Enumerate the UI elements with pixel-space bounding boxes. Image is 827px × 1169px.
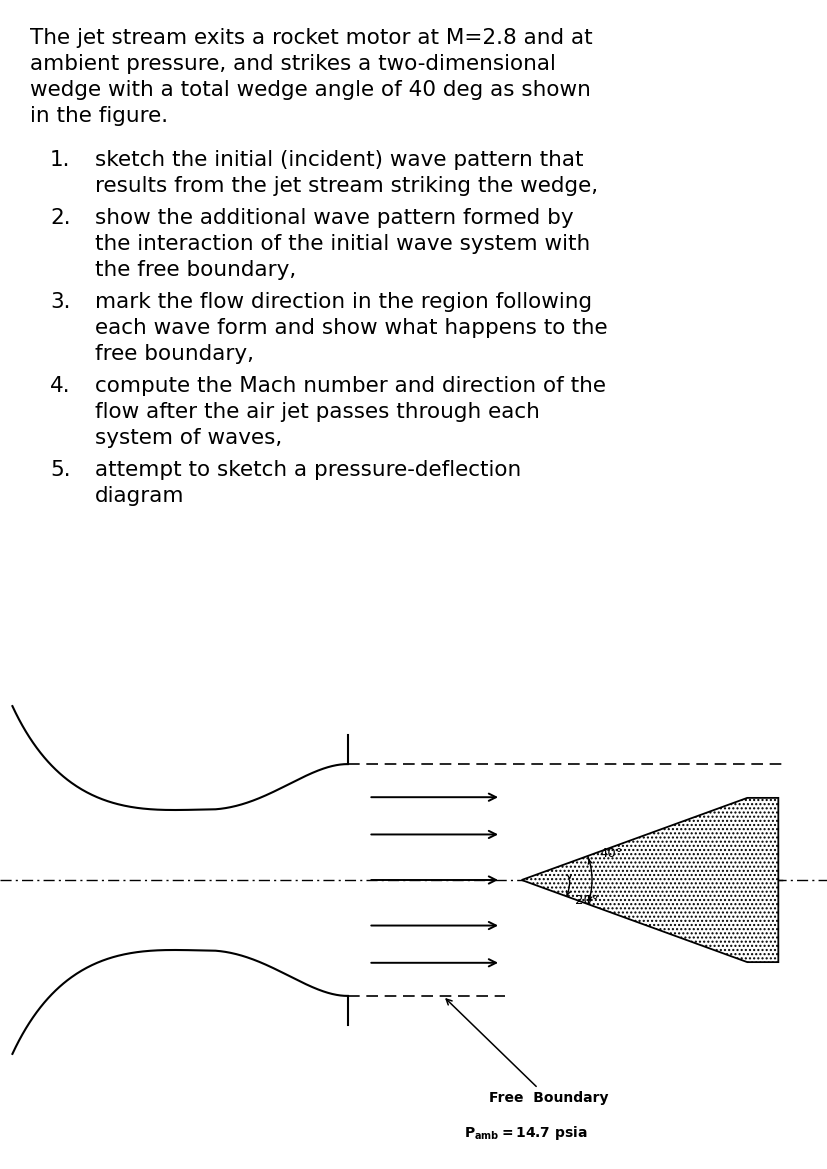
Text: the interaction of the initial wave system with: the interaction of the initial wave syst… — [95, 234, 590, 254]
Text: system of waves,: system of waves, — [95, 428, 282, 448]
Text: results from the jet stream striking the wedge,: results from the jet stream striking the… — [95, 177, 597, 196]
Text: wedge with a total wedge angle of 40 deg as shown: wedge with a total wedge angle of 40 deg… — [30, 79, 590, 101]
Text: 2.: 2. — [50, 208, 70, 228]
Polygon shape — [521, 798, 777, 962]
Text: ambient pressure, and strikes a two-dimensional: ambient pressure, and strikes a two-dime… — [30, 54, 555, 74]
Text: 5.: 5. — [50, 459, 70, 480]
Text: show the additional wave pattern formed by: show the additional wave pattern formed … — [95, 208, 573, 228]
Text: Free  Boundary: Free Boundary — [446, 999, 607, 1105]
Text: attempt to sketch a pressure-deflection: attempt to sketch a pressure-deflection — [95, 459, 521, 480]
Text: the free boundary,: the free boundary, — [95, 260, 296, 281]
Text: The jet stream exits a rocket motor at M=2.8 and at: The jet stream exits a rocket motor at M… — [30, 28, 592, 48]
Text: 1.: 1. — [50, 150, 70, 170]
Text: flow after the air jet passes through each: flow after the air jet passes through ea… — [95, 402, 539, 422]
Text: each wave form and show what happens to the: each wave form and show what happens to … — [95, 318, 607, 338]
Text: in the figure.: in the figure. — [30, 106, 168, 126]
Text: compute the Mach number and direction of the: compute the Mach number and direction of… — [95, 376, 605, 396]
Text: 3.: 3. — [50, 292, 70, 312]
Text: $\mathbf{P_{amb}}$$\mathbf{=14.7\ psia}$: $\mathbf{P_{amb}}$$\mathbf{=14.7\ psia}$ — [463, 1123, 586, 1142]
Text: diagram: diagram — [95, 486, 184, 506]
Text: mark the flow direction in the region following: mark the flow direction in the region fo… — [95, 292, 591, 312]
Text: free boundary,: free boundary, — [95, 344, 254, 364]
Text: 40°: 40° — [599, 848, 622, 860]
Text: 20°: 20° — [575, 894, 598, 907]
Text: 4.: 4. — [50, 376, 70, 396]
Text: sketch the initial (incident) wave pattern that: sketch the initial (incident) wave patte… — [95, 150, 583, 170]
